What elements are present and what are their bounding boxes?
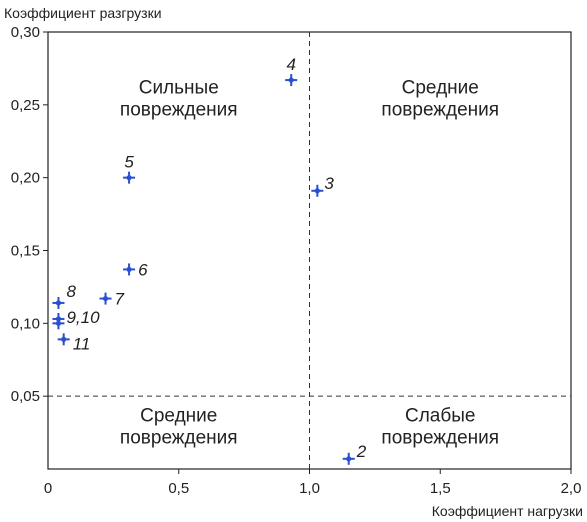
data-point bbox=[52, 317, 65, 330]
y-tick-label: 0,05 bbox=[11, 388, 40, 405]
point-marker-center bbox=[55, 320, 62, 326]
point-marker-center bbox=[346, 456, 352, 462]
point-marker-center bbox=[61, 336, 67, 342]
x-tick-label: 1,0 bbox=[299, 480, 320, 497]
region-label-line2: повреждения bbox=[120, 427, 238, 448]
x-axis-label: Коэффициент нагрузки bbox=[432, 503, 583, 519]
point-label: 7 bbox=[115, 290, 125, 309]
region-label-line2: повреждения bbox=[120, 100, 238, 121]
point-marker-center bbox=[55, 300, 62, 306]
point-label: 4 bbox=[286, 55, 295, 74]
region-label-line2: повреждения bbox=[381, 427, 499, 448]
x-tick-label: 0,5 bbox=[168, 480, 189, 497]
x-tick-label: 2,0 bbox=[561, 480, 582, 497]
region-label-line1: Средние bbox=[402, 78, 479, 99]
data-point: 6 bbox=[123, 260, 148, 279]
point-marker-center bbox=[288, 77, 294, 83]
point-label: 9,10 bbox=[66, 308, 100, 327]
point-label: 11 bbox=[73, 334, 91, 353]
point-label: 3 bbox=[324, 174, 334, 193]
y-tick-label: 0,25 bbox=[11, 97, 40, 114]
y-tick-label: 0,10 bbox=[11, 315, 40, 332]
point-marker-center bbox=[126, 266, 132, 273]
data-point: 7 bbox=[99, 290, 125, 309]
point-marker-center bbox=[314, 188, 320, 194]
point-marker-center bbox=[126, 175, 132, 181]
region-label-line2: повреждения bbox=[381, 100, 499, 121]
y-tick-label: 0,20 bbox=[11, 170, 40, 187]
data-point: 3 bbox=[311, 174, 334, 197]
y-axis-label: Коэффициент разгрузки bbox=[4, 5, 162, 21]
y-tick-label: 0,30 bbox=[11, 24, 40, 41]
data-point: 2 bbox=[342, 442, 367, 465]
data-point: 4 bbox=[285, 55, 298, 87]
y-tick-label: 0,15 bbox=[11, 243, 40, 260]
point-label: 2 bbox=[356, 442, 367, 461]
x-tick-label: 1,5 bbox=[430, 480, 451, 497]
point-label: 5 bbox=[124, 153, 134, 172]
region-label-line1: Сильные bbox=[139, 78, 219, 99]
data-point: 5 bbox=[123, 153, 136, 184]
data-point: 8 bbox=[52, 282, 76, 309]
region-label-line1: Средние bbox=[140, 405, 217, 426]
region-label-line1: Слабые bbox=[405, 405, 475, 426]
x-origin-label: 0 bbox=[44, 480, 52, 497]
data-point: 11 bbox=[57, 333, 91, 353]
point-label: 6 bbox=[138, 260, 148, 279]
point-label: 8 bbox=[66, 282, 76, 301]
point-marker-center bbox=[102, 295, 109, 302]
